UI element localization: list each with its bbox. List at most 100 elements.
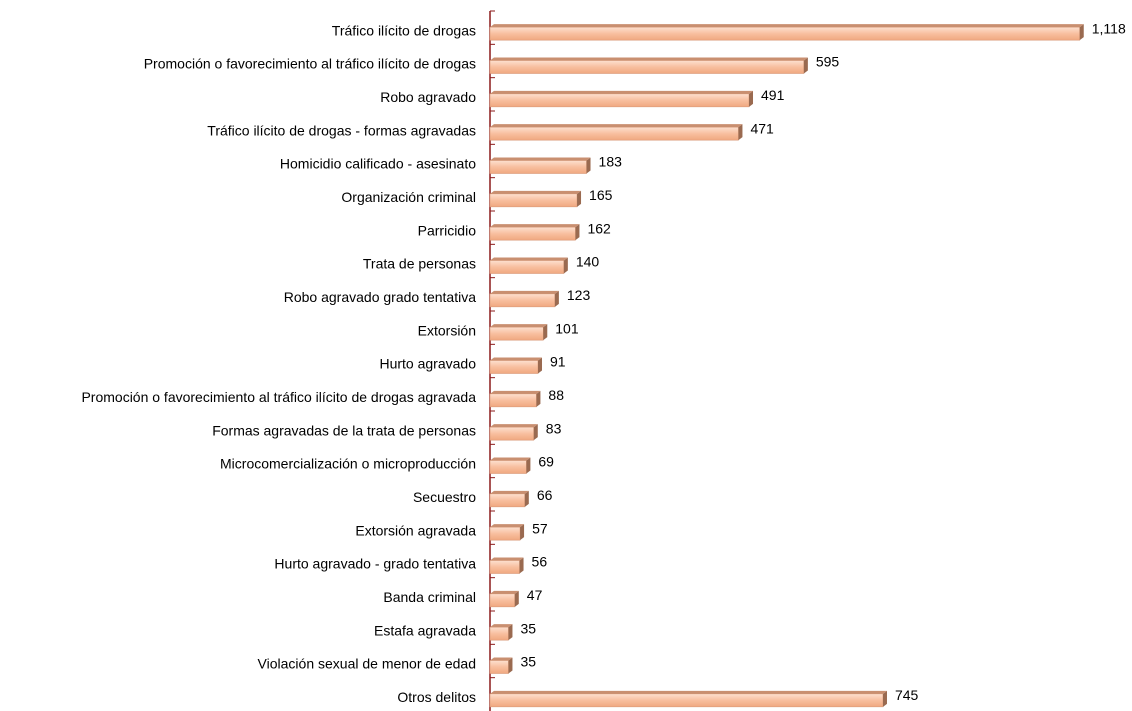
bar-top	[490, 524, 525, 528]
bar	[489, 593, 516, 608]
bar-side	[508, 657, 513, 674]
bar	[489, 160, 587, 174]
y-tick-label: Hurto agravado - grado tentativa	[274, 556, 476, 572]
value-label: 101	[555, 320, 579, 336]
y-tick-label: Formas agravadas de la trata de personas	[212, 422, 476, 438]
bar	[489, 60, 805, 74]
bar-side	[1079, 24, 1084, 41]
value-label: 165	[589, 187, 613, 203]
bar-side	[519, 557, 524, 574]
bar-top	[490, 424, 538, 428]
bar	[489, 360, 539, 374]
bar-top	[490, 657, 513, 661]
y-tick-label: Robo agravado grado tentativa	[284, 289, 476, 305]
bar	[489, 293, 556, 308]
value-label: 140	[576, 254, 600, 270]
bar-top	[490, 590, 519, 594]
value-label: 88	[548, 387, 564, 403]
bar-side	[543, 324, 548, 341]
value-label: 35	[520, 620, 536, 636]
bar-top	[490, 390, 541, 394]
value-label: 69	[538, 454, 554, 470]
y-tick-label: Tráfico ilícito de drogas	[332, 22, 476, 38]
bar-side	[520, 524, 525, 541]
bar-side	[536, 390, 541, 407]
bar-side	[577, 190, 582, 207]
value-label: 471	[750, 120, 774, 136]
y-tick-label: Extorsión	[418, 322, 476, 338]
bar-top	[490, 557, 524, 561]
bar-side	[738, 124, 743, 141]
bar-top	[490, 57, 808, 61]
bar-top	[490, 624, 513, 628]
y-tick-label: Homicidio calificado - asesinato	[280, 156, 476, 172]
bar-top	[490, 224, 580, 228]
bar-side	[533, 424, 538, 441]
bar-top	[490, 690, 887, 694]
bar	[489, 326, 544, 341]
value-label: 183	[599, 154, 623, 170]
y-tick-label: Promoción o favorecimiento al tráfico il…	[144, 56, 476, 72]
value-label: 491	[761, 87, 785, 103]
bar-side	[882, 690, 887, 707]
bar-top	[490, 324, 548, 328]
y-tick-label: Promoción o favorecimiento al tráfico il…	[81, 389, 476, 405]
y-tick-label: Microcomercialización o microproducción	[220, 456, 476, 472]
value-label: 595	[816, 54, 840, 70]
value-label: 745	[895, 687, 919, 703]
value-label: 47	[527, 587, 543, 603]
bar	[489, 193, 578, 208]
y-tick-label: Hurto agravado	[379, 356, 476, 372]
value-label: 56	[532, 554, 548, 570]
bar	[489, 260, 565, 274]
bar-side	[749, 90, 754, 107]
value-label: 66	[537, 487, 553, 503]
bar-top	[490, 357, 543, 361]
y-tick-label: Robo agravado	[380, 89, 476, 105]
bar-side	[508, 624, 513, 641]
y-tick-label: Secuestro	[413, 489, 476, 505]
bar-side	[538, 357, 543, 374]
bar	[489, 93, 750, 108]
bar-top	[490, 190, 582, 194]
bar-top	[490, 257, 568, 261]
y-tick-label: Tráfico ilícito de drogas - formas agrav…	[207, 122, 476, 138]
y-tick-label: Estafa agravada	[374, 622, 476, 638]
bar	[489, 693, 884, 708]
bar-side	[514, 590, 519, 607]
bar-top	[490, 24, 1084, 28]
value-label: 83	[546, 420, 562, 436]
bar	[489, 426, 535, 441]
bar-top	[490, 290, 559, 294]
value-label: 91	[550, 354, 566, 370]
value-label: 1,118	[1092, 20, 1126, 36]
bar	[489, 660, 509, 674]
y-tick-label: Organización criminal	[341, 189, 476, 205]
y-tick-label: Parricidio	[418, 222, 477, 238]
y-tick-label: Extorsión agravada	[355, 522, 476, 538]
bar	[489, 460, 527, 474]
bar-top	[490, 457, 531, 461]
bar	[489, 126, 739, 141]
bar-side	[563, 257, 568, 274]
bar	[489, 226, 576, 241]
bar-side	[554, 290, 559, 307]
bar	[489, 626, 509, 641]
bar-side	[575, 224, 580, 241]
value-label: 35	[520, 654, 536, 670]
bar-side	[524, 490, 529, 507]
value-label: 57	[532, 520, 548, 536]
bar	[489, 493, 526, 508]
bar	[489, 26, 1081, 41]
y-tick-label: Otros delitos	[397, 689, 476, 705]
bar-side	[803, 57, 808, 74]
bar	[489, 560, 520, 574]
value-label: 162	[587, 220, 611, 236]
bar-side	[526, 457, 531, 474]
bar	[489, 526, 521, 541]
value-label: 123	[567, 287, 591, 303]
y-tick-label: Banda criminal	[383, 589, 476, 605]
y-tick-label: Trata de personas	[363, 256, 476, 272]
bar-top	[490, 157, 591, 161]
